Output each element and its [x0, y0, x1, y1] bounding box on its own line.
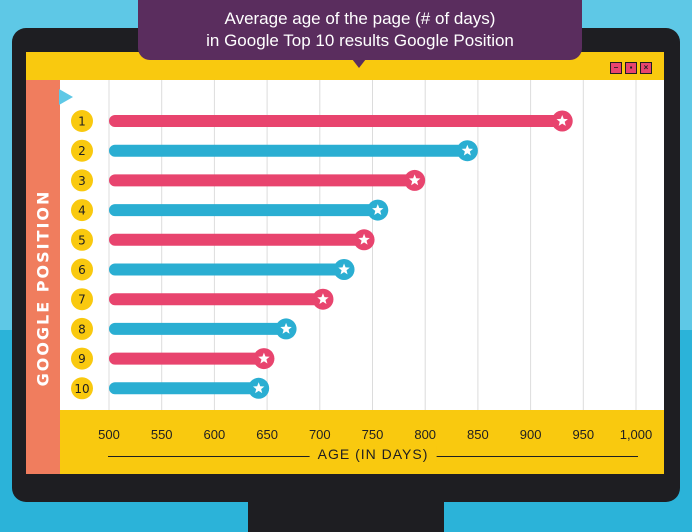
bar: [109, 233, 365, 246]
x-tick-label: 1,000: [620, 427, 653, 442]
star-icon: [338, 263, 350, 275]
minimize-icon[interactable]: –: [610, 62, 622, 74]
rank-badge: [71, 169, 93, 192]
rank-badge: [71, 288, 93, 311]
x-tick-label: 950: [572, 427, 594, 442]
bar: [109, 352, 264, 365]
star-icon: [252, 382, 265, 394]
star-icon: [358, 233, 370, 245]
bar: [109, 115, 563, 127]
category-label: 1: [78, 115, 86, 129]
x-tick-label: 900: [520, 427, 542, 442]
bar: [109, 174, 415, 187]
bar: [109, 322, 287, 335]
rank-badge: [71, 199, 93, 222]
bar: [109, 382, 259, 395]
rank-badge: [71, 258, 93, 281]
rank-badge: [71, 347, 93, 370]
rank-badge: [71, 377, 93, 400]
maximize-icon[interactable]: ▪: [625, 62, 637, 74]
star-icon: [461, 144, 474, 156]
star-icon: [280, 322, 292, 334]
star-icon: [258, 352, 270, 364]
chart-title-line-2: in Google Top 10 results Google Position: [206, 31, 514, 50]
close-icon[interactable]: ×: [640, 62, 652, 74]
chart-title: Average age of the page (# of days) in G…: [138, 8, 582, 52]
x-axis-label-group: AGE (IN DAYS): [108, 446, 638, 466]
category-label: 9: [78, 352, 86, 366]
x-tick-label: 500: [98, 427, 120, 442]
star-icon: [408, 174, 421, 186]
category-label: 8: [78, 322, 86, 336]
category-label: 4: [78, 204, 86, 218]
x-tick-label: 600: [204, 427, 226, 442]
star-icon: [556, 115, 568, 126]
title-bubble: [138, 0, 582, 60]
star-icon: [372, 204, 384, 215]
category-label: 6: [78, 263, 86, 277]
rank-badge: [71, 110, 93, 132]
x-tick-label: 650: [256, 427, 278, 442]
bar: [109, 204, 378, 217]
bar: [109, 144, 468, 157]
x-axis-label: AGE (IN DAYS): [309, 446, 437, 462]
x-tick-label: 550: [151, 427, 173, 442]
rank-badge: [71, 317, 93, 340]
chart-title-line-1: Average age of the page (# of days): [224, 9, 496, 28]
x-tick-label: 850: [467, 427, 489, 442]
category-label: 3: [78, 174, 86, 188]
bar: [109, 293, 323, 306]
title-bubble-tail: [352, 59, 366, 68]
x-tick-label: 800: [414, 427, 436, 442]
rank-badge: [71, 228, 93, 251]
category-label: 7: [78, 293, 86, 307]
category-label: 5: [78, 233, 86, 247]
star-icon: [317, 293, 329, 305]
x-tick-label: 700: [309, 427, 331, 442]
x-tick-label: 750: [362, 427, 384, 442]
category-label: 2: [78, 144, 86, 158]
rank-badge: [71, 139, 93, 162]
bar: [109, 263, 345, 276]
category-label: 10: [74, 382, 89, 396]
y-axis-band: [26, 80, 60, 474]
monitor-stand: [248, 496, 444, 532]
play-triangle-icon: [59, 89, 73, 105]
